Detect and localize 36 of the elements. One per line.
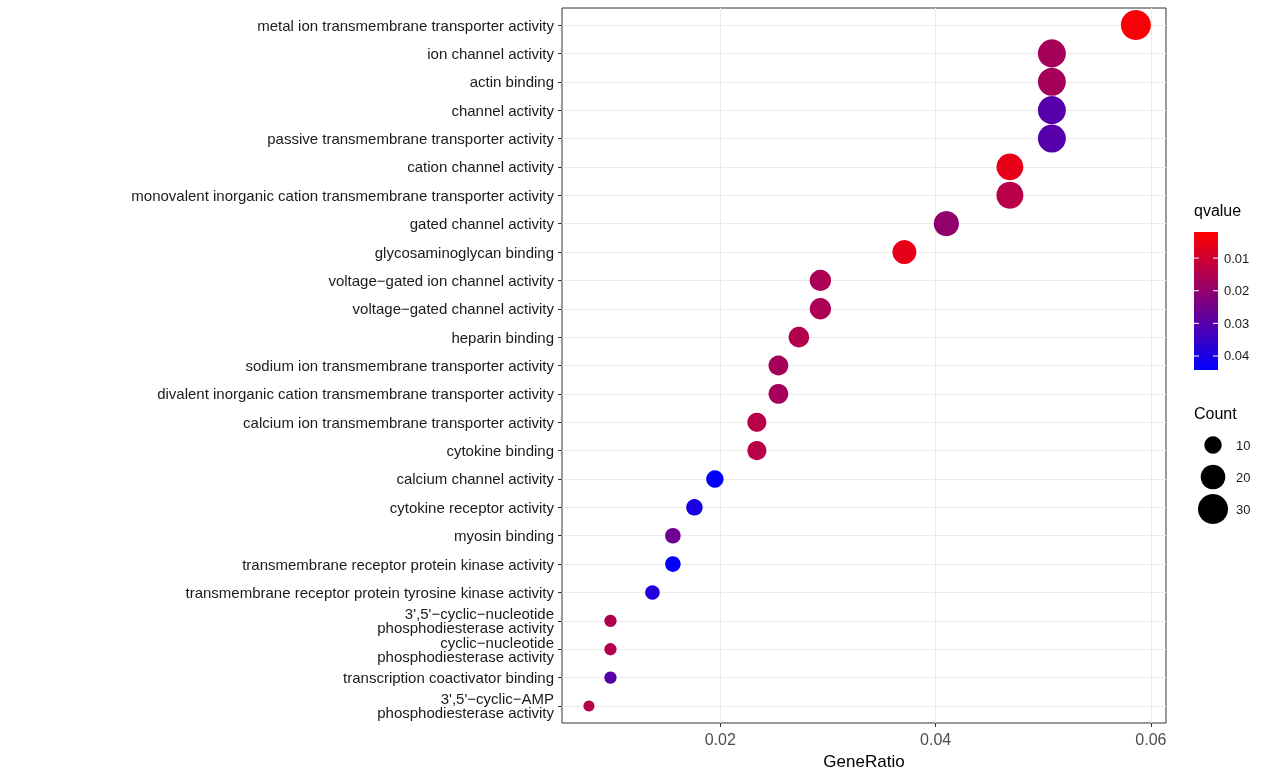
y-tick-label: transmembrane receptor protein tyrosine kinase activity (185, 583, 555, 601)
y-tick-label: passive transmembrane transporter activity (267, 130, 555, 148)
y-tick-label: 3',5'−cyclic−AMP phosphodiesterase activity (377, 690, 555, 722)
color-bar-label: 0.02 (1224, 283, 1250, 299)
y-tick-label: transmembrane receptor protein kinase activity (242, 555, 555, 573)
x-tick-label: 0.06 (1135, 730, 1167, 748)
y-tick-label: heparin binding (451, 328, 554, 346)
y-tick-label: sodium ion transmembrane transporter activity (245, 357, 555, 374)
y-tick-label: ion channel activity (427, 44, 555, 62)
color-bar-label: 0.01 (1224, 250, 1250, 266)
y-tick-label: monovalent inorganic cation transmembrane transporter activity (131, 186, 555, 204)
y-tick-label: calcium channel activity (396, 470, 555, 488)
y-tick-label: cytokine receptor activity (389, 498, 555, 516)
y-tick-label: cytokine binding (446, 442, 554, 460)
x-tick-label: 0.04 (920, 730, 952, 748)
y-tick-label: glycosaminoglycan binding (374, 243, 554, 261)
y-tick-label: actin binding (469, 73, 554, 91)
x-axis-title: GeneRatio (823, 752, 905, 771)
y-tick-label: calcium ion transmembrane transporter activity (243, 413, 555, 431)
y-tick-label: transcription coactivator binding (343, 669, 554, 687)
y-tick-label: voltage−gated channel activity (352, 300, 555, 318)
y-tick-label: cation channel activity (407, 158, 555, 176)
y-tick-label: gated channel activity (409, 215, 555, 233)
legend-title: Count (1194, 404, 1238, 422)
color-bar-title: qvalue (1194, 201, 1242, 219)
y-tick-label: myosin binding (453, 527, 554, 545)
color-bar-label: 0.03 (1224, 315, 1250, 331)
y-tick-label: divalent inorganic cation transmembrane transporter activity (157, 385, 555, 403)
x-tick-label: 0.02 (704, 730, 736, 748)
color-bar-label: 0.04 (1224, 348, 1250, 364)
y-tick-label: channel activity (451, 101, 555, 119)
y-tick-label: voltage−gated ion channel activity (328, 271, 555, 289)
legend-label: 20 (1236, 469, 1251, 485)
y-tick-label: metal ion transmembrane transporter activity (257, 16, 555, 34)
legend-label: 30 (1236, 501, 1251, 517)
legend-label: 10 (1236, 437, 1251, 453)
